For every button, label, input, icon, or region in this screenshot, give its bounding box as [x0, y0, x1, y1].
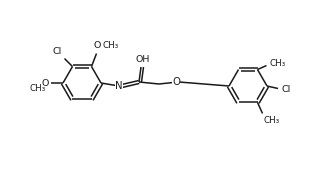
Text: CH₃: CH₃	[102, 40, 119, 49]
Text: Cl: Cl	[52, 47, 61, 56]
Text: O: O	[94, 40, 101, 49]
Text: CH₃: CH₃	[269, 59, 286, 68]
Text: Cl: Cl	[282, 84, 291, 93]
Text: OH: OH	[136, 55, 150, 64]
Text: O: O	[172, 77, 180, 87]
Text: O: O	[42, 79, 49, 88]
Text: CH₃: CH₃	[30, 84, 46, 93]
Text: CH₃: CH₃	[264, 116, 280, 125]
Text: N: N	[115, 81, 123, 91]
